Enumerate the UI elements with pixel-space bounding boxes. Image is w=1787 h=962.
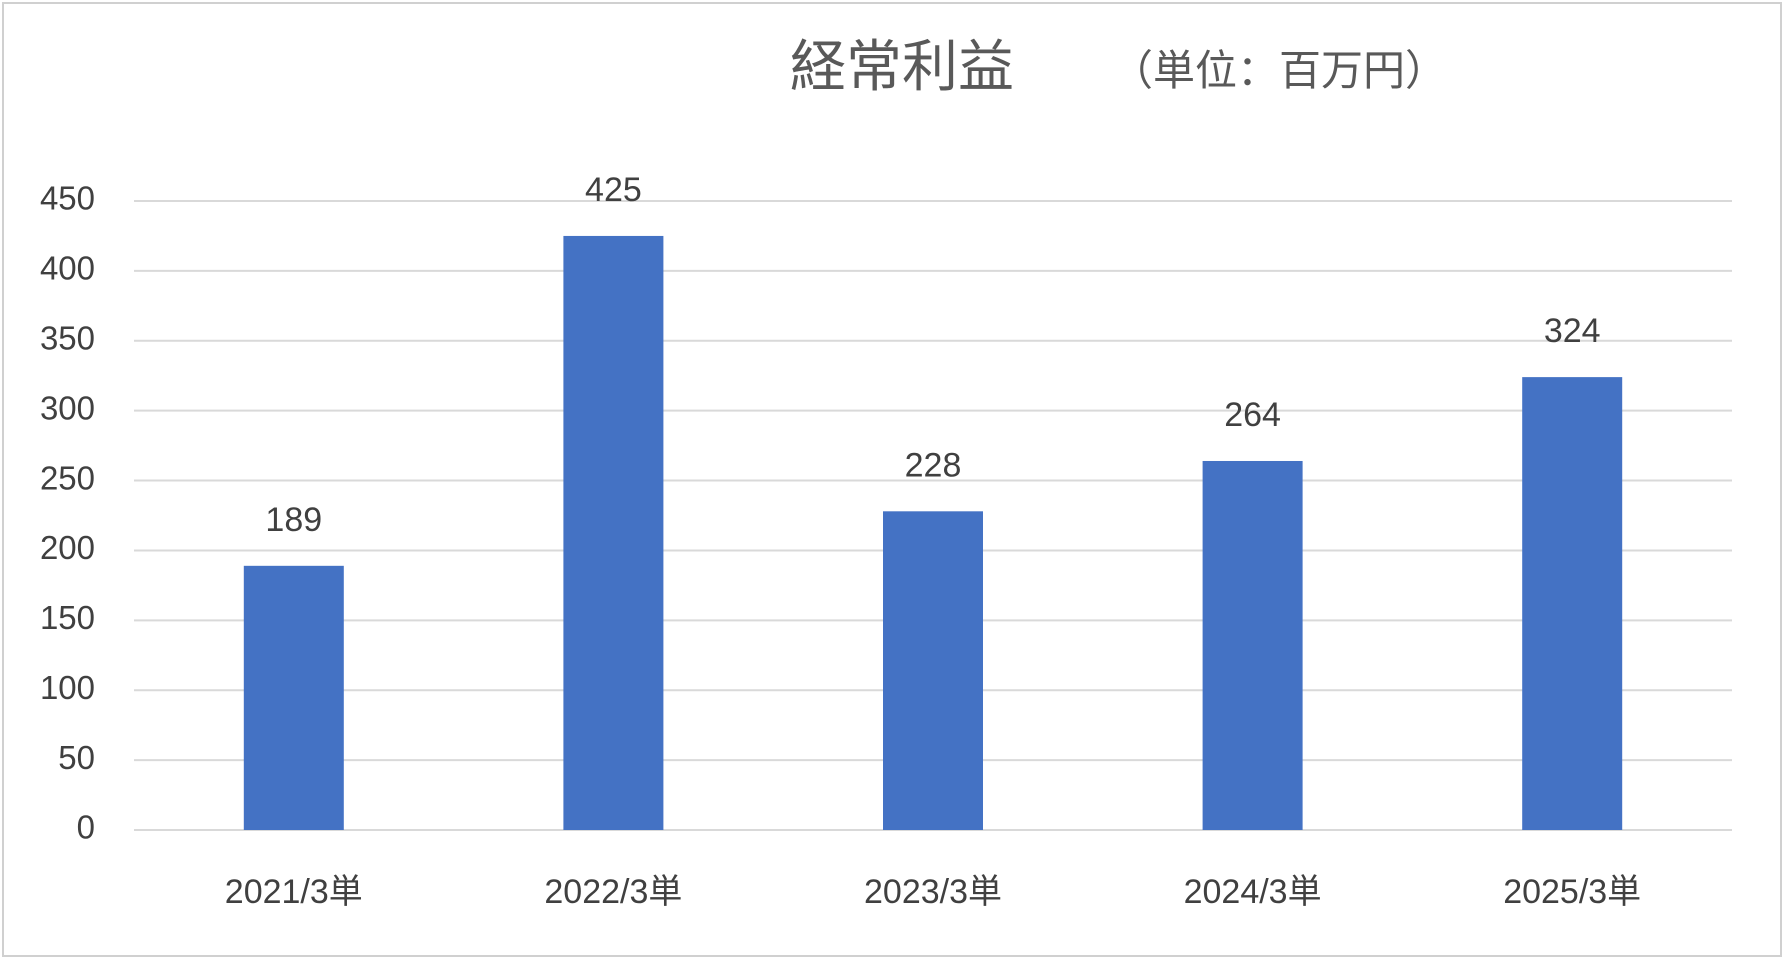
x-tick-label: 2023/3単 (864, 873, 1002, 911)
bar (243, 565, 344, 830)
bar (883, 511, 983, 830)
x-tick-label: 2025/3単 (1503, 873, 1641, 911)
chart-title: 経常利益 (790, 35, 1014, 98)
bar (1522, 377, 1623, 830)
y-tick-label: 400 (40, 250, 95, 287)
y-tick-label: 350 (40, 319, 95, 356)
y-tick-label: 250 (40, 459, 95, 496)
y-tick-label: 50 (58, 739, 95, 776)
y-tick-label: 200 (40, 529, 95, 566)
y-tick-label: 0 (77, 809, 95, 846)
data-label: 264 (1224, 396, 1281, 434)
bar (563, 235, 664, 830)
bar (1202, 460, 1303, 830)
data-label: 425 (585, 171, 642, 209)
data-label: 189 (265, 501, 322, 539)
data-label: 324 (1544, 312, 1601, 350)
data-label: 228 (905, 446, 962, 484)
y-tick-label: 300 (40, 389, 95, 426)
x-tick-label: 2021/3単 (225, 873, 363, 911)
chart-subtitle: （単位：百万円） (1111, 47, 1447, 94)
y-tick-label: 150 (40, 599, 95, 636)
x-tick-label: 2022/3単 (544, 873, 682, 911)
y-tick-label: 450 (40, 180, 95, 217)
x-tick-label: 2024/3単 (1184, 873, 1322, 911)
y-tick-label: 100 (40, 669, 95, 706)
